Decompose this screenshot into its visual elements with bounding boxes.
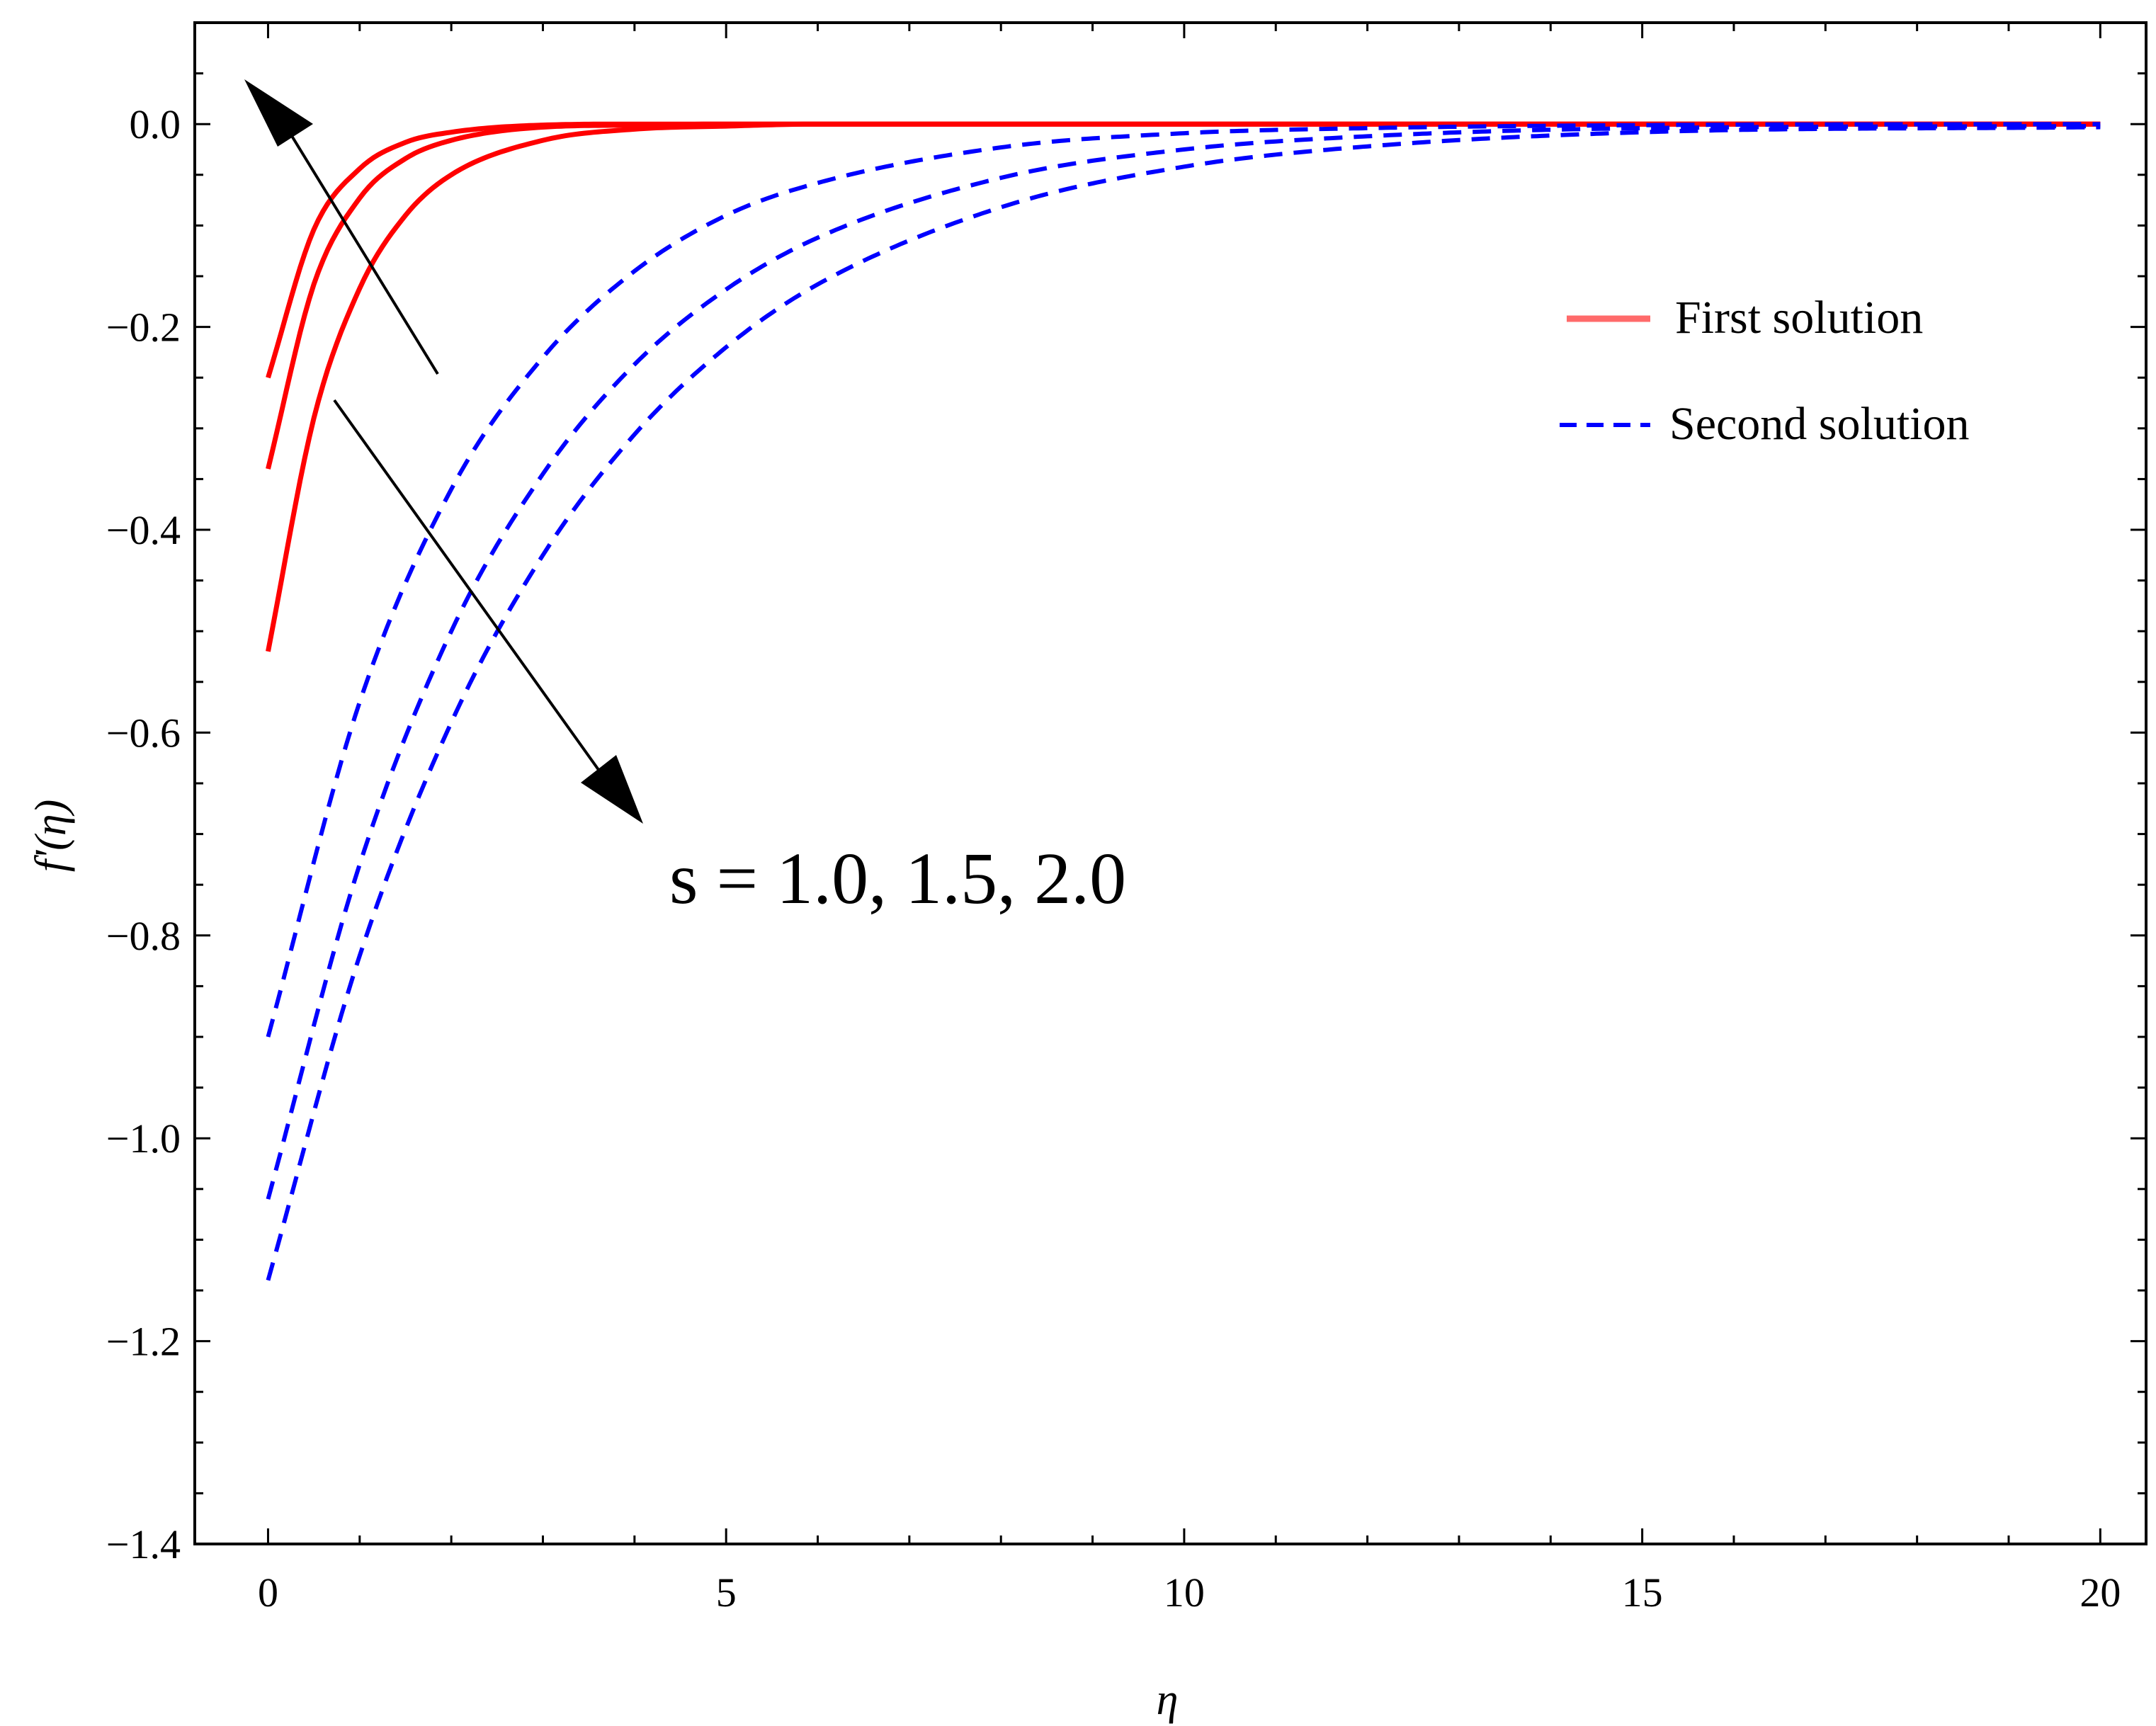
- y-tick-label: 0.0: [130, 101, 181, 147]
- first-solution-line-2: [266, 121, 2101, 652]
- x-tick-label: 20: [2080, 1569, 2121, 1616]
- x-tick-label: 15: [1622, 1569, 1663, 1616]
- y-tick-label: −0.2: [106, 305, 181, 351]
- y-tick-label: −1.4: [106, 1521, 181, 1567]
- x-axis-label: η: [1157, 1676, 1179, 1724]
- arrow-down-head: [581, 755, 643, 824]
- parameter-annotation: s = 1.0, 1.5, 2.0: [669, 838, 1126, 919]
- ticks: [195, 21, 2146, 1545]
- arrow-down-line: [333, 399, 609, 784]
- arrow-up-line: [271, 103, 439, 375]
- axes: 0 5 10 15 20 0.0 −0.2 −0.4 −0.6 −0.8 −1.0 −1.2 −1.4: [106, 21, 2148, 1616]
- legend-label-second: Second solution: [1669, 398, 1970, 450]
- y-tick-label: −0.8: [106, 913, 181, 959]
- x-tick-label: 0: [258, 1569, 278, 1616]
- second-solution-line-5: [266, 125, 2101, 1281]
- x-tick-label: 10: [1164, 1569, 1205, 1616]
- y-tick-label: −1.2: [106, 1319, 181, 1365]
- y-tick-label: −0.6: [106, 710, 181, 756]
- legend-label-first: First solution: [1675, 292, 1923, 344]
- second-solution-line-4: [266, 124, 2101, 1200]
- plot-lines: [266, 121, 2101, 1281]
- annotation-arrows: [244, 79, 643, 824]
- y-tick-labels: 0.0 −0.2 −0.4 −0.6 −0.8 −1.0 −1.2 −1.4: [106, 101, 181, 1567]
- y-axis-label: f'(η): [27, 800, 75, 873]
- arrow-up-head: [244, 79, 313, 147]
- y-tick-label: −0.4: [106, 507, 181, 553]
- x-tick-label: 5: [716, 1569, 737, 1616]
- y-tick-label: −1.0: [106, 1115, 181, 1162]
- legend: First solution Second solution: [1560, 292, 1970, 450]
- x-tick-labels: 0 5 10 15 20: [258, 1569, 2121, 1616]
- second-solution-line-3: [266, 122, 2101, 1038]
